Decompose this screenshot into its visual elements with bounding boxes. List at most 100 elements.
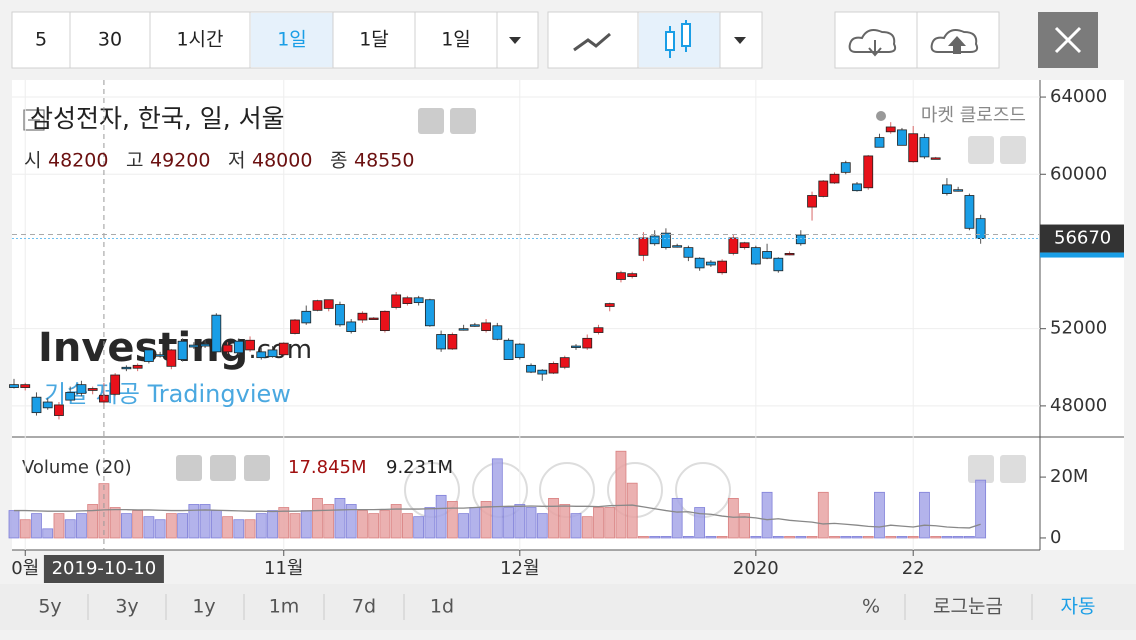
range-button[interactable]: 1d — [430, 596, 454, 618]
scale-option[interactable]: % — [862, 596, 880, 618]
range-button[interactable]: 7d — [352, 596, 376, 618]
cloud-load-icon[interactable] — [848, 29, 897, 57]
interval-button[interactable]: 1시간 — [176, 29, 223, 51]
candle-body — [20, 384, 31, 388]
cloud-save-icon[interactable] — [930, 29, 979, 54]
volume-bar — [829, 536, 840, 539]
volume-bar — [19, 519, 31, 539]
candle-body — [278, 342, 289, 356]
candle-body — [402, 297, 413, 304]
volume-bar — [345, 504, 357, 539]
title-icons[interactable] — [418, 108, 476, 134]
volume-bar — [581, 516, 593, 539]
style-dropdown[interactable] — [734, 37, 746, 44]
candle-body — [897, 129, 907, 146]
collapse-icon[interactable] — [23, 109, 45, 131]
candle-body — [9, 384, 19, 388]
range-button[interactable]: 5y — [38, 596, 61, 618]
volume-bar — [87, 504, 99, 539]
volume-bar — [750, 536, 762, 539]
close-icon — [1054, 26, 1082, 54]
candle-body — [582, 337, 593, 349]
scale-icons[interactable] — [968, 136, 1026, 483]
bottom-separators — [87, 594, 1033, 620]
interval-button[interactable]: 30 — [98, 29, 122, 51]
candle-body — [424, 299, 435, 327]
candle-body — [840, 162, 851, 173]
interval-button[interactable]: 1달 — [359, 29, 389, 51]
interval-separators — [69, 12, 498, 68]
x-tick-label: 2020 — [733, 558, 779, 579]
volume-bar — [458, 513, 470, 539]
candle-body — [604, 303, 615, 307]
volume-bar — [683, 536, 694, 539]
candle-body — [301, 310, 312, 324]
volume-bar — [761, 491, 773, 539]
ohlc-value: 48550 — [354, 150, 414, 172]
candle-body — [503, 339, 514, 360]
volume-bar — [401, 513, 413, 539]
volume-bar — [188, 504, 200, 539]
volume-icons[interactable] — [176, 455, 270, 481]
volume-bar — [53, 513, 65, 539]
candle-body — [256, 351, 267, 359]
volume-bar — [604, 507, 616, 539]
candle-body — [942, 184, 952, 194]
volume-bar — [480, 501, 492, 539]
y-tick-label: 64000 — [1050, 86, 1107, 107]
candle-style-icon[interactable] — [665, 20, 691, 58]
candle-body — [807, 195, 817, 208]
volume-bar — [570, 513, 582, 539]
volume-bar — [593, 507, 604, 539]
volume-bar — [851, 536, 863, 539]
ohlc-value: 48200 — [48, 150, 108, 172]
volume-readout: 17.845M — [288, 457, 367, 478]
candle-body — [739, 242, 750, 249]
volume-bar — [424, 507, 436, 539]
x-tick-label: 12월 — [500, 558, 539, 579]
range-button[interactable]: 1m — [269, 596, 300, 618]
candle-body — [54, 404, 64, 416]
candle-body — [930, 157, 941, 160]
candle-body — [335, 304, 345, 326]
interval-button[interactable]: 1일 — [441, 29, 471, 51]
interval-button[interactable]: 1일 — [277, 29, 307, 51]
candle-body — [65, 391, 76, 401]
volume-bar — [300, 510, 312, 539]
bottom-bar — [0, 584, 1136, 630]
candle-body — [638, 237, 649, 256]
candle-body — [31, 396, 42, 414]
volume-bar — [323, 504, 335, 539]
candle-body — [469, 324, 480, 327]
scale-option[interactable]: 로그눈금 — [933, 596, 1003, 618]
volume-tick-label: 0 — [1050, 527, 1061, 548]
candle-body — [177, 340, 188, 360]
interval-button[interactable]: 5 — [35, 29, 47, 51]
volume-bar — [705, 536, 717, 539]
volume-bar — [885, 536, 897, 539]
ohlc-value: 49200 — [150, 150, 210, 172]
volume-bar — [278, 507, 290, 539]
candle-body — [705, 261, 716, 266]
scale-option[interactable]: 자동 — [1061, 596, 1096, 618]
crosshair-label: 2019-10-10 — [52, 558, 157, 579]
candle-body — [548, 363, 559, 374]
candle-body — [346, 321, 357, 332]
range-button[interactable]: 1y — [192, 596, 215, 618]
candle-body — [380, 310, 390, 332]
range-button[interactable]: 3y — [115, 596, 138, 618]
volume-bar — [98, 483, 110, 539]
volume-bar — [941, 536, 953, 539]
candle-body — [143, 349, 154, 362]
volume-bar — [739, 513, 750, 539]
ohlc-name: 종 — [330, 150, 347, 172]
interval-dropdown[interactable] — [509, 37, 521, 44]
candle-body — [481, 322, 491, 332]
candle-body — [233, 340, 244, 354]
volume-bar — [446, 501, 458, 539]
candle-body — [874, 137, 885, 148]
line-style-icon[interactable] — [573, 32, 611, 52]
volume-bar — [312, 497, 323, 539]
candle-body — [694, 257, 705, 269]
